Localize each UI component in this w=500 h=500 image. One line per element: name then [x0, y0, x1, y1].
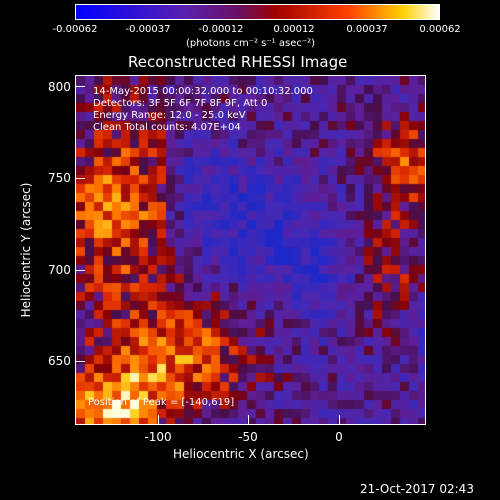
colorbar-tick-label: -0.00012	[198, 24, 244, 35]
y-tickmark	[75, 86, 85, 87]
info-detectors: Detectors: 3F 5F 6F 7F 8F 9F, Att 0	[93, 98, 268, 109]
image-title: Reconstructed RHESSI Image	[128, 53, 348, 71]
y-tick-label: 650	[48, 354, 71, 368]
colorbar-tick-label: 0.00012	[273, 24, 315, 35]
timestamp: 21-Oct-2017 02:43	[360, 482, 474, 496]
y-axis-label: Heliocentric Y (arcsec)	[19, 182, 33, 318]
y-tick-label: 800	[48, 80, 71, 94]
x-tick-label: 0	[335, 430, 343, 444]
colorbar-tick-label: -0.00037	[125, 24, 171, 35]
heatmap-image	[76, 76, 425, 424]
info-time: 14-May-2015 00:00:32.000 to 00:10:32.000	[93, 86, 313, 97]
y-tickmark	[75, 270, 85, 271]
colorbar-tick-label: 0.00037	[346, 24, 388, 35]
x-axis-label: Heliocentric X (arcsec)	[173, 447, 309, 461]
x-tickmark	[339, 415, 340, 425]
x-tick-label: -100	[144, 430, 172, 444]
x-tick-label: -50	[238, 430, 258, 444]
colorbar-units: (photons cm⁻² s⁻¹ asec⁻²)	[186, 38, 316, 49]
y-tick-label: 700	[48, 263, 71, 277]
peak-position-label: Position of Peak = [-140,619]	[88, 397, 235, 408]
x-tickmark	[158, 415, 159, 425]
info-method: Clean Total counts: 4.07E+04	[93, 122, 241, 133]
colorbar-tick-label: 0.00062	[419, 24, 461, 35]
colorbar	[75, 4, 440, 20]
colorbar-tick-label: -0.00062	[52, 24, 98, 35]
y-tickmark	[75, 178, 85, 179]
y-tick-label: 750	[48, 171, 71, 185]
image-plot	[75, 75, 426, 425]
y-tickmark	[75, 361, 85, 362]
x-tickmark	[248, 415, 249, 425]
info-energy: Energy Range: 12.0 - 25.0 keV	[93, 110, 246, 121]
